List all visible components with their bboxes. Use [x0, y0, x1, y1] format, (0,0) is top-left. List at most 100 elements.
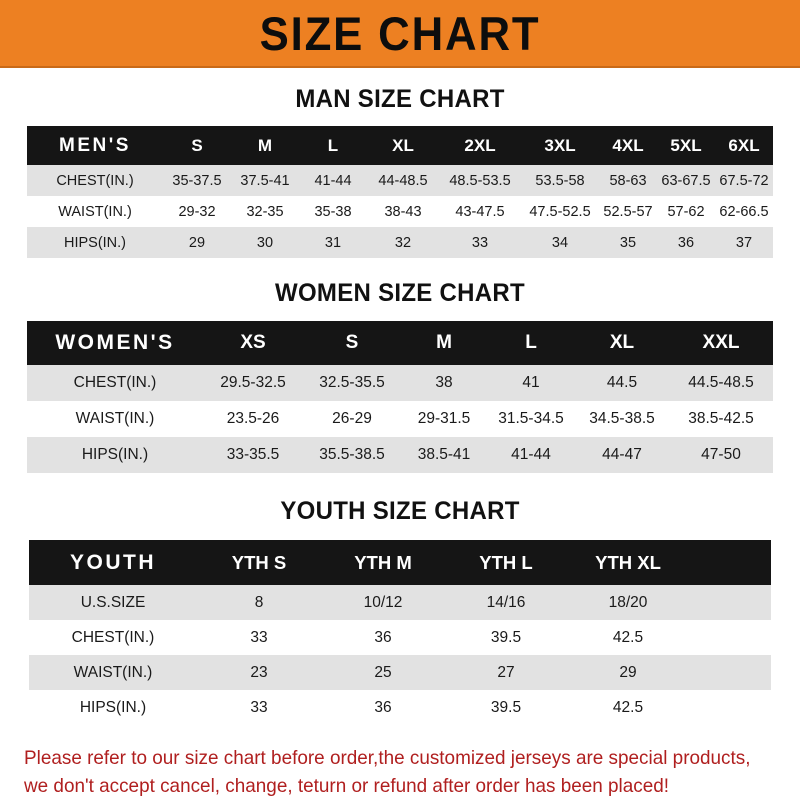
women-col-header-l: L — [487, 321, 575, 365]
youth-ussize-xl: 18/20 — [567, 585, 689, 620]
women-row-label-chest: CHEST(IN.) — [27, 365, 203, 401]
youth-col-header-s: YTH S — [197, 540, 321, 585]
women-chest-xxl: 44.5-48.5 — [669, 365, 773, 401]
women-col-header-xs: XS — [203, 321, 303, 365]
table-row: HIPS(IN.) 33 36 39.5 42.5 — [29, 690, 771, 725]
section-man-size-chart: MAN SIZE CHART MEN'S S M L XL 2XL 3XL 4X… — [0, 85, 800, 258]
men-hips-5xl: 36 — [657, 227, 715, 258]
women-hips-xl: 44-47 — [575, 437, 669, 473]
men-waist-s: 29-32 — [163, 196, 231, 227]
youth-row-spacer — [689, 585, 771, 620]
youth-ussize-s: 8 — [197, 585, 321, 620]
youth-hips-xl: 42.5 — [567, 690, 689, 725]
youth-size-table: YOUTH YTH S YTH M YTH L YTH XL U.S.SIZE … — [29, 540, 771, 725]
women-hips-s: 35.5-38.5 — [303, 437, 401, 473]
youth-header-row: YOUTH YTH S YTH M YTH L YTH XL — [29, 540, 771, 585]
men-hips-4xl: 35 — [599, 227, 657, 258]
men-hips-s: 29 — [163, 227, 231, 258]
women-hips-m: 38.5-41 — [401, 437, 487, 473]
men-col-header-3xl: 3XL — [521, 126, 599, 165]
women-chest-xl: 44.5 — [575, 365, 669, 401]
section-women-size-chart: WOMEN SIZE CHART WOMEN'S XS S M L XL XXL… — [0, 279, 800, 473]
men-chest-6xl: 67.5-72 — [715, 165, 773, 196]
table-row: WAIST(IN.) 23 25 27 29 — [29, 655, 771, 690]
table-row: WAIST(IN.) 23.5-26 26-29 29-31.5 31.5-34… — [27, 401, 773, 437]
youth-chest-s: 33 — [197, 620, 321, 655]
women-waist-m: 29-31.5 — [401, 401, 487, 437]
men-chest-m: 37.5-41 — [231, 165, 299, 196]
men-chest-2xl: 48.5-53.5 — [439, 165, 521, 196]
disclaimer-line-2: we don't accept cancel, change, teturn o… — [24, 774, 670, 797]
women-table-body: WOMEN'S XS S M L XL XXL CHEST(IN.) 29.5-… — [27, 321, 773, 473]
section-title-youth: YOUTH SIZE CHART — [280, 497, 520, 525]
men-col-header-6xl: 6XL — [715, 126, 773, 165]
youth-row-label-ussize: U.S.SIZE — [29, 585, 197, 620]
men-header-row: MEN'S S M L XL 2XL 3XL 4XL 5XL 6XL — [27, 126, 773, 165]
women-chest-s: 32.5-35.5 — [303, 365, 401, 401]
youth-table-body: YOUTH YTH S YTH M YTH L YTH XL U.S.SIZE … — [29, 540, 771, 725]
men-col-header-5xl: 5XL — [657, 126, 715, 165]
women-waist-xxl: 38.5-42.5 — [669, 401, 773, 437]
disclaimer-line-1: Please refer to our size chart before or… — [24, 747, 751, 769]
youth-chest-xl: 42.5 — [567, 620, 689, 655]
men-hips-3xl: 34 — [521, 227, 599, 258]
men-row-label-hips: HIPS(IN.) — [27, 227, 163, 258]
women-col-header-s: S — [303, 321, 401, 365]
table-row: CHEST(IN.) 29.5-32.5 32.5-35.5 38 41 44.… — [27, 365, 773, 401]
women-col-header-xl: XL — [575, 321, 669, 365]
women-size-table: WOMEN'S XS S M L XL XXL CHEST(IN.) 29.5-… — [27, 321, 773, 473]
youth-waist-xl: 29 — [567, 655, 689, 690]
men-hips-xl: 32 — [367, 227, 439, 258]
men-waist-6xl: 62-66.5 — [715, 196, 773, 227]
youth-row-label-waist: WAIST(IN.) — [29, 655, 197, 690]
men-chest-xl: 44-48.5 — [367, 165, 439, 196]
youth-ussize-m: 10/12 — [321, 585, 445, 620]
youth-row-label-hips: HIPS(IN.) — [29, 690, 197, 725]
men-row-label-header: MEN'S — [27, 126, 163, 165]
men-chest-4xl: 58-63 — [599, 165, 657, 196]
youth-chest-l: 39.5 — [445, 620, 567, 655]
men-table-body: MEN'S S M L XL 2XL 3XL 4XL 5XL 6XL CHEST… — [27, 126, 773, 258]
men-col-header-l: L — [299, 126, 367, 165]
youth-hips-m: 36 — [321, 690, 445, 725]
youth-waist-m: 25 — [321, 655, 445, 690]
section-title-man: MAN SIZE CHART — [295, 85, 505, 113]
men-waist-xl: 38-43 — [367, 196, 439, 227]
section-youth-size-chart: YOUTH SIZE CHART YOUTH YTH S YTH M YTH L… — [0, 497, 800, 725]
disclaimer: Please refer to our size chart before or… — [0, 745, 800, 800]
table-row: HIPS(IN.) 33-35.5 35.5-38.5 38.5-41 41-4… — [27, 437, 773, 473]
women-waist-s: 26-29 — [303, 401, 401, 437]
table-row: CHEST(IN.) 35-37.5 37.5-41 41-44 44-48.5… — [27, 165, 773, 196]
men-chest-5xl: 63-67.5 — [657, 165, 715, 196]
men-chest-s: 35-37.5 — [163, 165, 231, 196]
men-waist-2xl: 43-47.5 — [439, 196, 521, 227]
men-chest-l: 41-44 — [299, 165, 367, 196]
section-title-women: WOMEN SIZE CHART — [275, 279, 525, 307]
table-row: HIPS(IN.) 29 30 31 32 33 34 35 36 37 — [27, 227, 773, 258]
youth-chest-m: 36 — [321, 620, 445, 655]
youth-hips-s: 33 — [197, 690, 321, 725]
men-hips-2xl: 33 — [439, 227, 521, 258]
men-col-header-2xl: 2XL — [439, 126, 521, 165]
youth-col-header-m: YTH M — [321, 540, 445, 585]
women-waist-l: 31.5-34.5 — [487, 401, 575, 437]
men-col-header-xl: XL — [367, 126, 439, 165]
youth-row-label-header: YOUTH — [29, 540, 197, 585]
youth-hips-l: 39.5 — [445, 690, 567, 725]
youth-row-spacer — [689, 620, 771, 655]
women-waist-xl: 34.5-38.5 — [575, 401, 669, 437]
women-chest-xs: 29.5-32.5 — [203, 365, 303, 401]
men-row-label-chest: CHEST(IN.) — [27, 165, 163, 196]
women-hips-xs: 33-35.5 — [203, 437, 303, 473]
women-chest-m: 38 — [401, 365, 487, 401]
women-row-label-header: WOMEN'S — [27, 321, 203, 365]
women-chest-l: 41 — [487, 365, 575, 401]
page-title: SIZE CHART — [259, 6, 541, 60]
youth-row-spacer — [689, 655, 771, 690]
youth-waist-l: 27 — [445, 655, 567, 690]
men-waist-m: 32-35 — [231, 196, 299, 227]
youth-row-label-chest: CHEST(IN.) — [29, 620, 197, 655]
men-size-table: MEN'S S M L XL 2XL 3XL 4XL 5XL 6XL CHEST… — [27, 126, 773, 258]
men-waist-4xl: 52.5-57 — [599, 196, 657, 227]
women-row-label-waist: WAIST(IN.) — [27, 401, 203, 437]
